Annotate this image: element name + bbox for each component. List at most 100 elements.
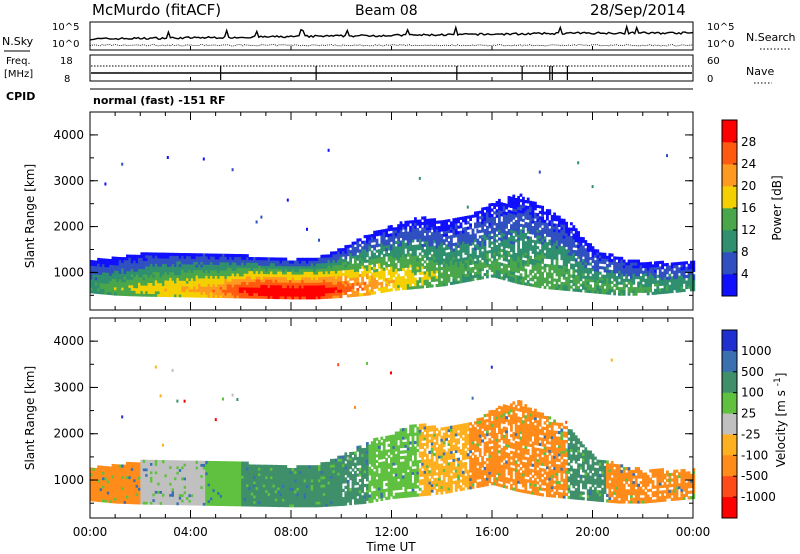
power-cell <box>462 235 465 239</box>
power-cell <box>445 266 448 270</box>
power-cell <box>250 276 254 280</box>
power-cell <box>390 269 393 273</box>
power-cell <box>351 291 355 295</box>
power-cell <box>574 233 578 237</box>
power-cell <box>315 290 319 294</box>
power-cell <box>490 214 494 218</box>
velocity-cell <box>92 492 96 496</box>
power-cell <box>572 233 576 237</box>
power-cell <box>538 265 542 269</box>
velocity-cell <box>104 482 108 486</box>
power-cell <box>116 289 120 293</box>
power-cell <box>550 259 554 263</box>
power-cell <box>404 273 408 277</box>
power-cell <box>534 204 537 208</box>
power-cell <box>644 273 648 277</box>
velocity-cell <box>126 475 129 479</box>
power-cell <box>260 265 264 269</box>
power-cell <box>198 283 201 287</box>
power-cell <box>572 236 576 240</box>
power-cell <box>159 285 163 289</box>
power-cell <box>121 270 124 274</box>
power-cell <box>164 266 168 270</box>
power-cell <box>205 256 208 260</box>
power-cell <box>543 269 547 273</box>
power-cell <box>618 267 621 271</box>
power-cell <box>596 287 600 291</box>
power-cell <box>579 250 583 254</box>
power-cell <box>457 220 460 224</box>
velocity-cell <box>150 479 153 483</box>
power-cell <box>471 261 475 265</box>
power-cell <box>164 255 168 259</box>
power-cell <box>471 250 475 254</box>
power-cell <box>675 262 679 266</box>
power-cell <box>682 272 686 276</box>
power-cell <box>500 262 504 266</box>
power-cell <box>553 212 556 216</box>
power-cell <box>138 263 141 267</box>
power-cell <box>320 276 324 280</box>
power-cell <box>351 263 355 267</box>
power-cell <box>310 293 314 297</box>
power-cell <box>354 252 357 256</box>
power-cell <box>298 257 302 261</box>
power-cell <box>231 256 235 260</box>
power-cell <box>416 233 420 237</box>
power-cell <box>310 266 314 270</box>
power-cell <box>678 267 681 271</box>
power-cell <box>303 293 307 297</box>
velocity-cell <box>157 476 160 480</box>
power-cell <box>363 287 367 291</box>
power-cell <box>538 276 542 280</box>
power-cell <box>236 265 240 269</box>
power-cell <box>200 286 204 290</box>
velocity-cell <box>150 498 153 502</box>
velocity-cell <box>169 488 172 492</box>
power-cell <box>541 236 544 240</box>
power-cell <box>159 277 163 281</box>
power-cell <box>452 232 456 236</box>
velocity-cell <box>188 491 192 495</box>
power-cell <box>582 286 585 290</box>
power-cell <box>613 283 616 287</box>
velocity-cell <box>111 491 115 495</box>
power-cell <box>332 281 336 285</box>
power-cell <box>231 292 235 296</box>
power-cell <box>368 275 372 279</box>
velocity-cell <box>164 493 168 497</box>
power-cell <box>454 272 458 276</box>
power-cell <box>500 235 504 239</box>
power-cell <box>574 274 578 278</box>
power-cell <box>483 220 487 224</box>
power-cell <box>270 257 273 261</box>
power-cell <box>229 275 232 279</box>
power-cell <box>334 259 338 263</box>
power-cell <box>522 265 525 269</box>
power-cell <box>481 276 484 280</box>
power-cell <box>529 214 532 218</box>
power-cell <box>214 261 218 265</box>
power-cell <box>447 241 451 245</box>
power-cell <box>121 257 124 261</box>
power-cell <box>219 259 223 263</box>
power-cell <box>459 236 463 240</box>
velocity-cell <box>181 485 184 489</box>
power-cell <box>301 282 304 286</box>
velocity-cell <box>142 470 146 474</box>
power-cell <box>332 270 336 274</box>
velocity-cell <box>164 474 168 478</box>
power-cell <box>654 266 657 270</box>
power-cell <box>570 255 573 259</box>
power-cell <box>363 235 367 239</box>
nave-label: Nave <box>746 65 774 78</box>
power-cell <box>322 271 326 275</box>
velocity-cell <box>126 484 129 488</box>
power-cell <box>322 268 326 272</box>
power-cell <box>147 288 151 292</box>
power-cell <box>140 290 144 294</box>
power-cell <box>200 264 204 268</box>
power-cell <box>334 287 338 291</box>
power-cell <box>550 242 554 246</box>
velocity-cell <box>150 496 153 500</box>
